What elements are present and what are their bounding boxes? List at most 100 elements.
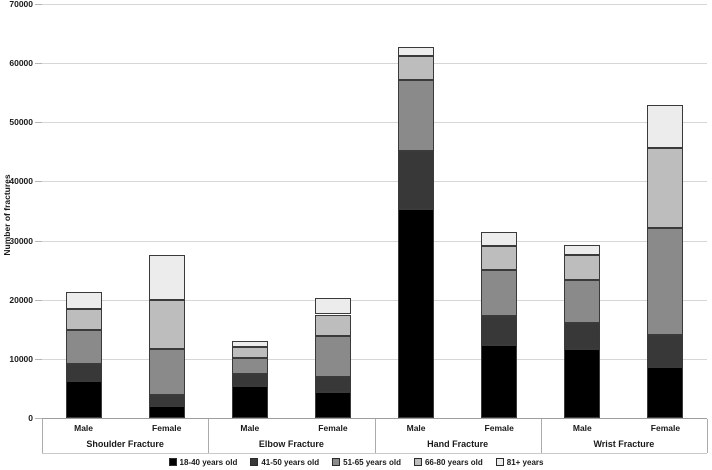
bar-segment — [647, 227, 684, 336]
gridline — [42, 358, 707, 360]
legend-label: 41-50 years old — [261, 457, 320, 467]
y-axis-tick — [35, 4, 42, 5]
bar-segment — [231, 358, 268, 374]
y-axis-tick — [35, 181, 42, 183]
bar-segment — [148, 299, 185, 349]
bar-segment — [148, 255, 185, 300]
y-tick-label: 0 — [28, 413, 33, 423]
bar-segment — [564, 255, 601, 280]
bar-segment — [314, 336, 351, 377]
legend-swatch — [332, 458, 341, 466]
legend-swatch — [413, 458, 422, 466]
legend-item: 66-80 years old — [413, 457, 483, 467]
bar-segment — [314, 376, 351, 392]
bar-segment — [148, 406, 185, 418]
bar-segment — [398, 79, 435, 151]
bar-segment — [647, 335, 684, 367]
axis-bottom-line — [42, 453, 707, 454]
y-tick-label: 20000 — [9, 294, 33, 305]
x-axis-line — [42, 417, 707, 419]
group-label: Hand Fracture — [427, 439, 489, 449]
y-axis-tick — [35, 358, 42, 360]
bar-segment — [65, 292, 102, 309]
sex-label: Female — [152, 423, 182, 433]
bar-segment — [481, 245, 518, 270]
legend-item: 18-40 years old — [168, 457, 238, 467]
legend-label: 18-40 years old — [179, 457, 238, 467]
bar-segment — [564, 349, 601, 418]
sex-label: Male — [572, 423, 592, 433]
y-tick-label: 60000 — [9, 58, 33, 69]
bar-segment — [148, 394, 185, 407]
y-axis-tick — [35, 63, 42, 65]
bar-segment — [564, 245, 601, 256]
legend-label: 81+ years — [506, 457, 544, 467]
sex-label: Female — [318, 423, 348, 433]
legend-swatch — [168, 458, 177, 466]
gridline — [42, 299, 707, 301]
y-axis-tick — [35, 418, 42, 419]
legend: 18-40 years old 41-50 years old 51-65 year… — [0, 455, 712, 469]
y-axis-tick — [35, 299, 42, 301]
y-tick-label: 10000 — [9, 353, 33, 364]
bar-segment — [647, 104, 684, 149]
group-label: Elbow Fracture — [258, 439, 324, 449]
gridline — [42, 122, 707, 124]
bar-segment — [65, 381, 102, 418]
sex-label: Male — [240, 423, 260, 433]
gridline — [42, 181, 707, 183]
group-label: Wrist Fracture — [593, 439, 655, 449]
bar-segment — [231, 347, 268, 359]
gridline — [42, 240, 707, 242]
bar-segment — [564, 279, 601, 323]
legend-label: 51-65 years old — [343, 457, 401, 467]
gridline — [42, 63, 707, 65]
group-separator — [540, 419, 542, 453]
bar-segment — [231, 373, 268, 387]
legend-swatch — [495, 458, 504, 466]
group-label: Shoulder Fracture — [86, 439, 164, 449]
bar-segment — [481, 269, 518, 317]
bar-segment — [647, 366, 684, 418]
bar-segment — [65, 330, 102, 364]
bar-segment — [564, 322, 601, 350]
group-separator — [707, 419, 708, 453]
legend-swatch — [250, 458, 259, 466]
legend-label: 66-80 years old — [424, 457, 483, 467]
y-tick-label: 40000 — [9, 176, 33, 187]
group-separator — [374, 419, 376, 453]
sex-label: Male — [74, 423, 94, 433]
sex-label: Female — [650, 423, 681, 433]
legend-item: 51-65 years old — [332, 458, 401, 467]
group-separator — [42, 419, 43, 453]
legend-item: 41-50 years old — [250, 458, 319, 467]
sex-label: Female — [484, 423, 514, 433]
group-separator — [208, 419, 210, 453]
bar-segment — [398, 150, 435, 209]
bar-segment — [398, 208, 435, 418]
bar-segment — [65, 308, 102, 331]
gridline — [42, 4, 707, 5]
y-axis-tick — [35, 240, 42, 242]
bar-segment — [398, 56, 435, 80]
legend-item: 81+ years — [495, 457, 544, 467]
bar-segment — [314, 391, 351, 418]
y-tick-label: 50000 — [9, 117, 33, 128]
bar-segment — [398, 47, 435, 57]
y-tick-label: 70000 — [9, 0, 33, 9]
y-tick-label: 30000 — [9, 235, 33, 246]
y-axis-tick — [35, 122, 42, 124]
bar-segment — [65, 363, 102, 382]
bar-segment — [314, 297, 351, 315]
sex-label: Male — [406, 423, 426, 433]
bar-segment — [231, 341, 268, 348]
bar-segment — [481, 316, 518, 345]
bar-segment — [647, 148, 684, 228]
bar-segment — [481, 344, 518, 418]
bar-segment — [481, 231, 518, 246]
bar-segment — [231, 386, 268, 418]
bar-segment — [148, 348, 185, 395]
bar-segment — [314, 314, 351, 337]
y-axis-title: Number of fractures — [2, 174, 12, 256]
